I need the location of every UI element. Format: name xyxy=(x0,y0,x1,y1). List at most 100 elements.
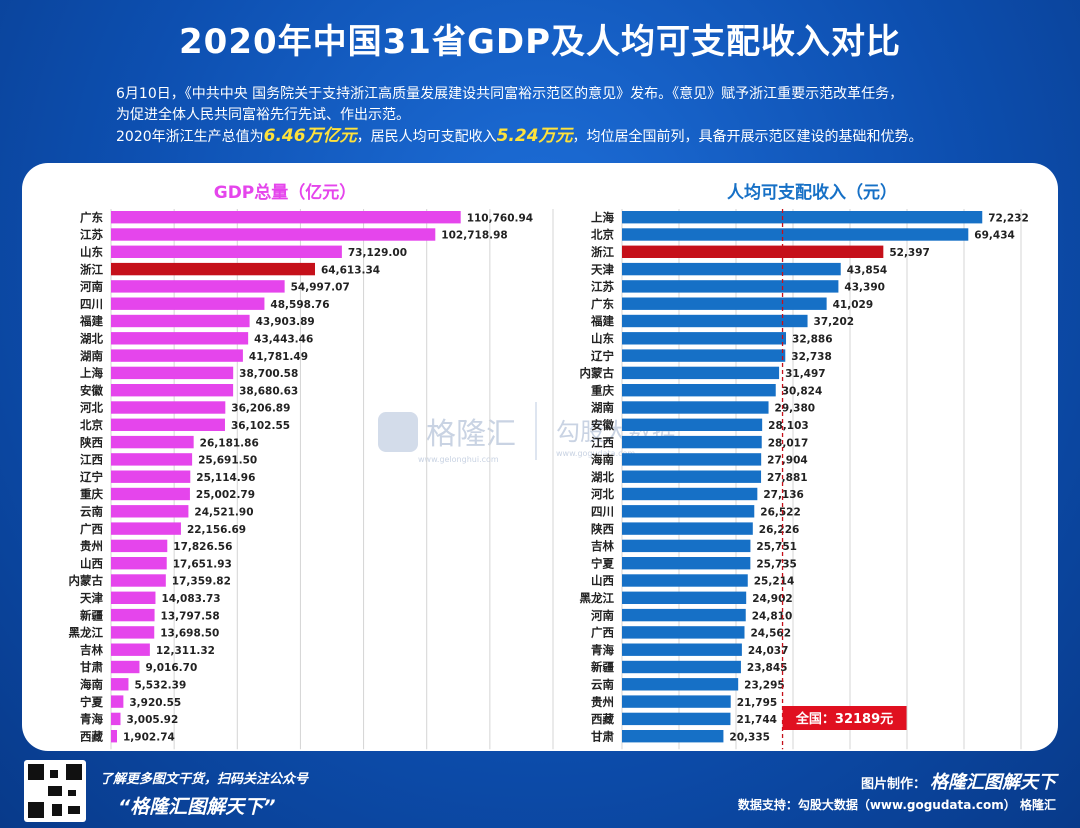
gdp-data-label: 13,797.58 xyxy=(161,610,220,622)
gdp-tick-label: 河南 xyxy=(80,280,103,294)
income-data-label: 43,854 xyxy=(847,264,888,276)
income-data-label: 21,744 xyxy=(736,714,777,726)
gdp-data-label: 102,718.98 xyxy=(441,230,507,242)
income-data-label: 27,136 xyxy=(763,489,804,501)
gdp-bar xyxy=(111,297,265,310)
intro-line-3-a: 2020年浙江生产总值为 xyxy=(116,129,264,145)
gdp-tick-label: 河北 xyxy=(80,401,103,415)
gdp-tick-label: 甘肃 xyxy=(80,660,103,674)
gdp-bar xyxy=(111,522,181,535)
gdp-data-label: 41,781.49 xyxy=(249,351,308,363)
gdp-data-label: 48,598.76 xyxy=(270,299,329,311)
gdp-tick-label: 广西 xyxy=(80,522,103,536)
gdp-data-label: 38,700.58 xyxy=(239,368,298,380)
income-tick-label: 河北 xyxy=(591,487,614,501)
gdp-bar xyxy=(111,574,166,587)
gdp-bar xyxy=(111,608,155,622)
qr-code xyxy=(24,760,86,822)
income-tick-label: 山西 xyxy=(591,574,614,588)
gdp-tick-label: 山西 xyxy=(80,556,103,570)
gdp-data-label: 14,083.73 xyxy=(161,593,220,605)
gdp-bar xyxy=(111,712,121,726)
gdp-bar xyxy=(111,487,190,501)
income-bar xyxy=(622,591,747,604)
income-data-label: 72,232 xyxy=(988,212,1029,224)
income-data-label: 29,380 xyxy=(775,403,816,415)
income-bar xyxy=(622,608,746,622)
gdp-tick-label: 湖北 xyxy=(80,332,103,346)
income-tick-label: 西藏 xyxy=(591,712,614,726)
intro-line-3: 2020年浙江生产总值为6.46万亿元，居民人均可支配收入5.24万元，均位居全… xyxy=(116,126,1016,148)
gdp-bar xyxy=(111,332,249,345)
gdp-tick-label: 重庆 xyxy=(80,487,103,501)
income-data-label: 24,037 xyxy=(748,645,789,657)
gdp-bar xyxy=(111,366,234,380)
footer-data-source: 数据支持：勾股大数据（www.gogudata.com） 格隆汇 xyxy=(738,796,1056,813)
gdp-tick-label: 辽宁 xyxy=(80,470,103,484)
gdp-bar xyxy=(111,228,436,241)
gdp-data-label: 64,613.34 xyxy=(321,264,380,276)
watermark-url: www.gelonghui.com xyxy=(418,455,499,464)
income-tick-label: 宁夏 xyxy=(591,556,614,570)
gdp-bar xyxy=(111,211,461,224)
watermark-logo-icon xyxy=(378,412,418,452)
income-data-label: 23,295 xyxy=(744,680,785,692)
income-tick-label: 江西 xyxy=(591,435,614,449)
gdp-tick-label: 福建 xyxy=(79,314,103,328)
income-data-label: 30,824 xyxy=(782,385,823,397)
gdp-bar xyxy=(111,384,234,397)
income-data-label: 32,738 xyxy=(791,351,832,363)
income-bar xyxy=(622,730,724,743)
gdp-bar xyxy=(111,626,155,639)
gdp-data-label: 25,691.50 xyxy=(198,455,257,467)
income-tick-label: 北京 xyxy=(591,228,614,242)
income-bar xyxy=(622,401,769,414)
income-title: 人均可支配收入（元） xyxy=(727,182,897,203)
gdp-data-label: 36,206.89 xyxy=(231,403,290,415)
income-tick-label: 辽宁 xyxy=(591,349,614,363)
footer-data-source-text: 数据支持：勾股大数据（www.gogudata.com） xyxy=(737,798,1016,812)
gdp-chart: GDP总量（亿元） 广东 110,760.94 江苏 102,718.98 山东 73,12… xyxy=(69,182,554,750)
gdp-bar xyxy=(111,280,285,293)
income-tick-label: 吉林 xyxy=(591,539,614,553)
gdp-data-label: 110,760.94 xyxy=(467,212,533,224)
income-bar xyxy=(622,522,753,535)
income-chart: 人均可支配收入（元） 上海 72,232 北京 69,434 浙江 52,397 天津 43,8… xyxy=(580,182,1029,750)
income-bar xyxy=(622,505,755,518)
income-tick-label: 广东 xyxy=(591,297,614,311)
gdp-bar xyxy=(111,695,124,708)
income-tick-label: 浙江 xyxy=(591,245,614,259)
income-bar xyxy=(622,626,745,639)
income-bar xyxy=(622,712,731,726)
income-bar xyxy=(622,678,739,691)
page-title: 2020年中国31省GDP及人均可支配收入对比 xyxy=(179,22,901,62)
gdp-data-label: 38,680.63 xyxy=(239,385,298,397)
gdp-bar xyxy=(111,660,140,674)
watermark-brand: 格隆汇 xyxy=(426,417,516,452)
gdp-highlight: 6.46万亿元 xyxy=(263,126,357,146)
gdp-bar xyxy=(111,435,194,449)
gdp-tick-label: 青海 xyxy=(80,712,103,726)
gdp-tick-label: 江西 xyxy=(80,453,103,467)
gdp-tick-label: 湖南 xyxy=(80,349,103,363)
gdp-tick-label: 新疆 xyxy=(80,608,103,622)
income-bar xyxy=(622,418,763,431)
gdp-data-label: 3,920.55 xyxy=(129,697,181,709)
income-tick-label: 广西 xyxy=(591,626,614,640)
footer-text-2: “格隆汇图解天下” xyxy=(118,796,276,818)
income-bar xyxy=(622,366,780,380)
income-tick-label: 山东 xyxy=(591,332,614,346)
corner-logo: 格隆汇 xyxy=(1019,798,1056,812)
income-tick-label: 新疆 xyxy=(591,660,614,674)
gdp-bar xyxy=(111,349,243,362)
gdp-bar xyxy=(111,314,250,328)
income-bar xyxy=(622,643,742,656)
gdp-bar xyxy=(111,505,189,518)
gdp-bar xyxy=(111,418,225,431)
income-data-label: 37,202 xyxy=(814,316,855,328)
gdp-data-label: 25,002.79 xyxy=(196,489,255,501)
gdp-tick-label: 安徽 xyxy=(80,383,103,397)
income-data-label: 24,810 xyxy=(752,610,793,622)
gdp-data-label: 24,521.90 xyxy=(194,507,253,519)
footer-credit: 图片制作： 格隆汇图解天下 xyxy=(861,768,1056,794)
